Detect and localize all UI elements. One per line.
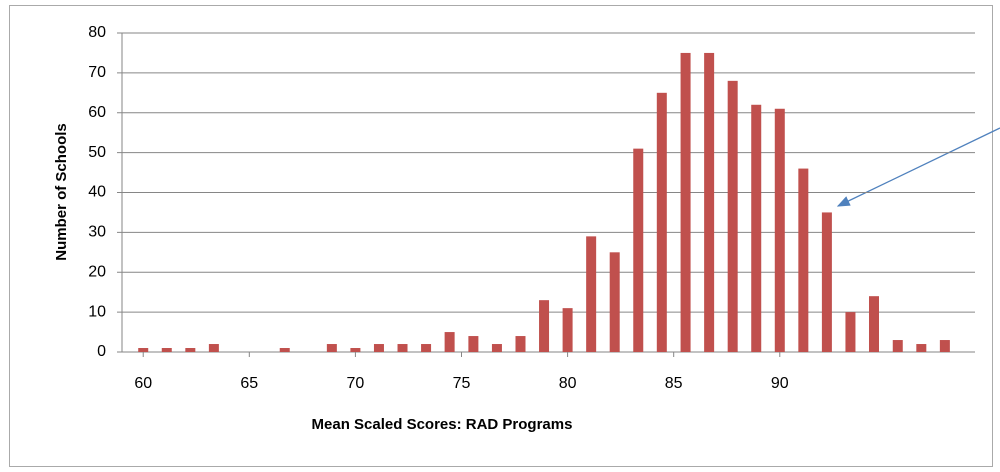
bar — [185, 348, 196, 352]
bar — [656, 92, 667, 352]
bar — [774, 108, 785, 352]
bar — [326, 344, 337, 352]
x-tick-label: 90 — [771, 375, 789, 392]
bar — [515, 336, 526, 352]
y-tick-label: 20 — [88, 263, 106, 280]
bar — [161, 348, 172, 352]
bar — [704, 52, 715, 352]
bar — [633, 148, 644, 352]
bar — [727, 80, 738, 352]
bar — [562, 308, 573, 352]
bar — [373, 344, 384, 352]
bar — [208, 344, 219, 352]
y-tick-label: 70 — [88, 64, 106, 81]
bar — [609, 252, 620, 352]
x-tick-label: 75 — [453, 375, 471, 392]
y-tick-label: 50 — [88, 144, 106, 161]
y-axis-title: Number of Schools — [53, 123, 70, 261]
bar — [680, 52, 691, 352]
x-tick-label: 65 — [240, 375, 258, 392]
y-tick-label: 80 — [88, 24, 106, 41]
y-tick-label: 0 — [97, 343, 106, 360]
y-tick-label: 10 — [88, 303, 106, 320]
x-axis-title: Mean Scaled Scores: RAD Programs — [312, 416, 573, 433]
y-tick-label: 60 — [88, 104, 106, 121]
bar — [868, 296, 879, 352]
y-tick-label: 30 — [88, 224, 106, 241]
bar — [916, 344, 927, 352]
bar — [138, 348, 149, 352]
bar — [397, 344, 408, 352]
bar — [751, 104, 762, 353]
bar — [586, 236, 597, 352]
x-tick-label: 85 — [665, 375, 683, 392]
bar — [421, 344, 432, 352]
bar — [444, 332, 455, 352]
x-tick-label: 70 — [347, 375, 365, 392]
chart-border — [9, 5, 993, 467]
bar — [845, 312, 856, 352]
bar — [939, 340, 950, 352]
x-tick-label: 60 — [134, 375, 152, 392]
x-tick-label: 80 — [559, 375, 577, 392]
bar — [821, 212, 832, 352]
bar — [491, 344, 502, 352]
bar — [468, 336, 479, 352]
bar — [350, 348, 361, 352]
y-tick-label: 40 — [88, 184, 106, 201]
bar — [539, 300, 550, 352]
bar — [892, 340, 903, 352]
bar — [798, 168, 809, 352]
bar — [279, 348, 290, 352]
